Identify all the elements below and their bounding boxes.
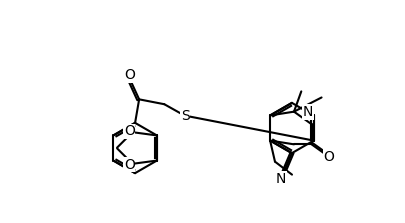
Text: N: N bbox=[302, 105, 312, 119]
Text: N: N bbox=[275, 172, 286, 186]
Text: O: O bbox=[124, 124, 134, 138]
Text: O: O bbox=[323, 149, 334, 163]
Text: O: O bbox=[124, 158, 134, 172]
Text: O: O bbox=[124, 68, 134, 82]
Text: S: S bbox=[181, 109, 189, 123]
